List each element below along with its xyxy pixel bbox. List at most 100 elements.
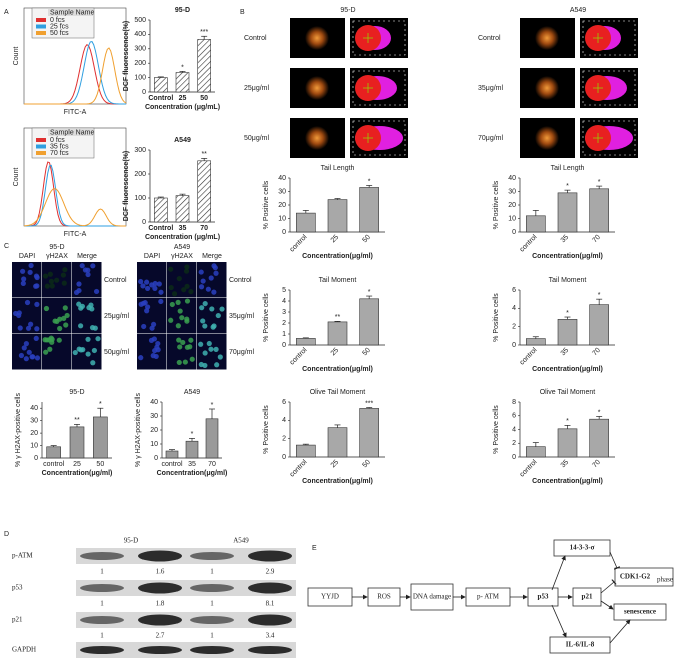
if-cell	[76, 346, 82, 352]
if-cell	[64, 312, 70, 319]
if-cell	[211, 323, 217, 329]
if-channel: DAPI	[19, 253, 35, 260]
pathway-label: YYJD	[321, 593, 339, 601]
significance: ***	[365, 400, 373, 407]
if-cell	[200, 318, 206, 324]
if-cell	[152, 285, 158, 291]
if-cell	[34, 301, 40, 307]
bar	[526, 446, 546, 458]
histogram-y-label: Count	[13, 168, 20, 187]
if-cell	[198, 284, 205, 290]
histogram-curve	[24, 44, 126, 105]
x-tick-label: 50	[361, 459, 372, 470]
comet-row-label: 25μg/ml	[244, 85, 269, 92]
comet-nucleus	[535, 26, 559, 50]
if-cell	[34, 274, 40, 281]
y-axis-label: % Positive cells	[493, 180, 500, 229]
y-tick-label: 30	[508, 188, 516, 195]
x-axis-label: Concentration(μg/ml)	[532, 478, 603, 485]
if-channel: γH2AX	[171, 253, 193, 260]
if-cell	[148, 337, 155, 343]
if-cell	[24, 299, 31, 306]
histogram-curve	[23, 188, 126, 227]
bar	[205, 418, 219, 459]
if-cell	[175, 323, 181, 329]
legend-label: 0 fcs	[50, 17, 65, 24]
legend-swatch	[36, 31, 46, 35]
y-tick-label: 4	[282, 417, 286, 424]
comet-row-label: 35μg/ml	[478, 85, 503, 92]
comet-nucleus	[535, 76, 559, 100]
bar	[327, 321, 348, 346]
x-tick-label: 35	[560, 459, 571, 470]
blot-band	[138, 582, 182, 594]
x-tick-label: 50	[200, 95, 208, 102]
pathway-label: 14-3-3-σ	[570, 544, 595, 552]
x-tick-label: 70	[591, 347, 602, 358]
comet-roi	[582, 70, 636, 106]
bar	[154, 77, 168, 93]
if-cell	[144, 279, 150, 285]
legend-swatch	[36, 24, 46, 29]
y-tick-label: 200	[134, 60, 146, 67]
bar	[175, 195, 190, 223]
y-tick-label: 200	[134, 171, 146, 178]
x-tick-label: 50	[96, 461, 104, 468]
x-tick-label: 70	[591, 234, 602, 245]
significance: *	[99, 401, 102, 408]
if-cell	[215, 312, 221, 319]
y-tick-label: 40	[508, 175, 516, 182]
if-channel: DAPI	[144, 253, 160, 260]
y-tick-label: 4	[512, 426, 516, 433]
comet-roi	[582, 120, 636, 156]
blot-band	[248, 614, 292, 626]
if-cell	[168, 284, 174, 291]
if-cell	[72, 349, 78, 356]
bar	[296, 338, 316, 346]
if-cell	[34, 355, 41, 361]
if-cell	[28, 321, 34, 327]
if-cell	[17, 325, 23, 331]
if-cell	[26, 349, 32, 355]
x-tick-label: 25	[330, 234, 341, 245]
pathway-arrow	[609, 551, 621, 570]
legend-swatch	[36, 144, 46, 149]
x-axis-label: Concentration (μg/mL)	[145, 104, 220, 111]
blot-value: 1.6	[156, 568, 165, 576]
pathway-label: IL-6/IL-8	[566, 641, 595, 649]
if-cell	[176, 359, 182, 366]
blot-band	[138, 550, 182, 562]
x-axis-label: Concentration (μg/mL)	[145, 234, 220, 241]
y-tick-label: 30	[278, 188, 286, 195]
y-tick-label: 4	[282, 298, 286, 305]
if-cell	[79, 263, 85, 269]
x-tick-label: control	[289, 458, 309, 478]
if-row-label: 50μg/ml	[104, 349, 129, 356]
pathway-label: p53	[538, 593, 549, 601]
chart-title: Tail Moment	[319, 277, 357, 284]
x-tick-label: 70	[208, 461, 216, 468]
x-tick-label: 25	[73, 461, 81, 468]
comet-nucleus	[305, 76, 329, 100]
if-cell	[42, 273, 49, 279]
pathway-node	[553, 539, 611, 557]
bar	[165, 450, 179, 459]
y-axis-label: % Positive cells	[493, 293, 500, 342]
bar	[557, 319, 578, 346]
blot-value: 1	[100, 600, 104, 608]
y-tick-label: 2	[282, 436, 286, 443]
blot-value: 1	[210, 568, 214, 576]
if-cell	[48, 335, 54, 341]
significance: **	[74, 417, 80, 424]
if-cell	[214, 362, 220, 368]
panel-label: E	[312, 545, 317, 552]
if-cell	[179, 315, 185, 321]
if-row-label: Control	[229, 277, 252, 284]
legend-swatch	[36, 18, 46, 22]
blot-label: p53	[12, 584, 23, 592]
y-tick-label: 2	[282, 320, 286, 327]
legend-label: 0 fcs	[50, 137, 65, 144]
if-cell	[20, 280, 26, 286]
y-tick-label: 5	[282, 287, 286, 294]
